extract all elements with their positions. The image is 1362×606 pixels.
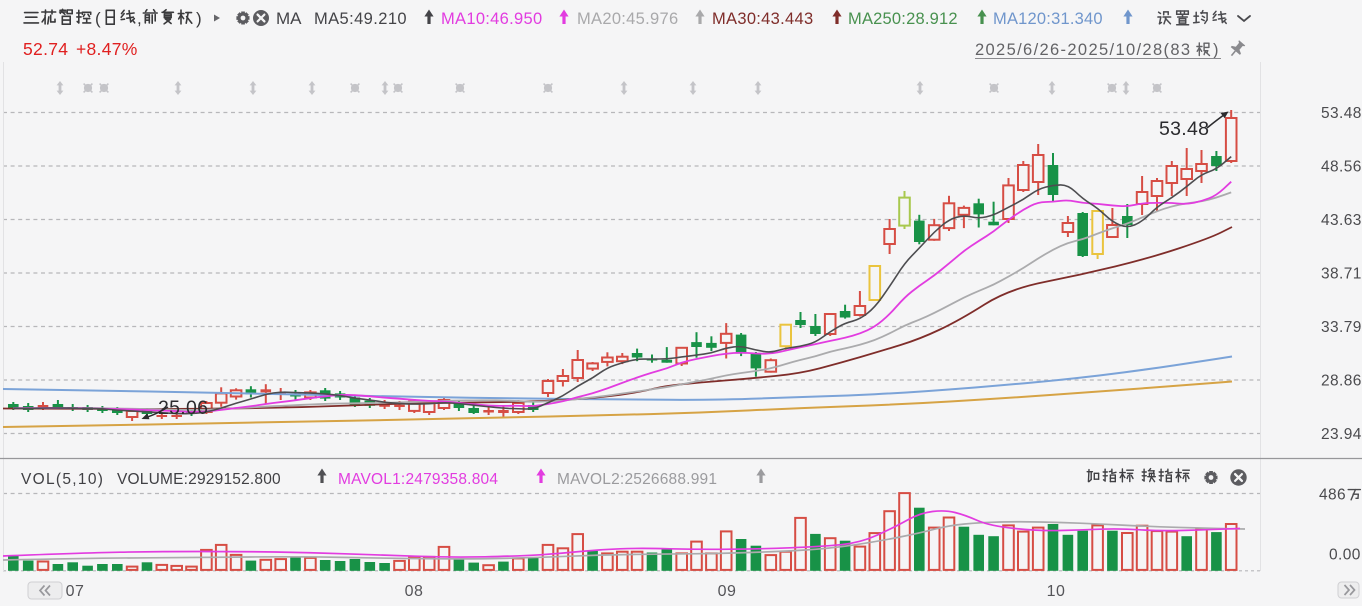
svg-text:VOL(5,10): VOL(5,10) xyxy=(21,471,104,488)
svg-text:10: 10 xyxy=(1047,583,1066,600)
svg-text:MA20:45.976: MA20:45.976 xyxy=(577,10,678,28)
svg-text:): ) xyxy=(196,9,202,28)
svg-text:33.79: 33.79 xyxy=(1321,319,1362,336)
svg-text:2025/6/26-2025/10/28(83: 2025/6/26-2025/10/28(83 xyxy=(975,41,1191,59)
svg-text:MA5:49.210: MA5:49.210 xyxy=(314,10,407,28)
svg-text:+8.47%: +8.47% xyxy=(76,39,138,59)
svg-text:23.94: 23.94 xyxy=(1321,426,1362,443)
svg-text:53.48: 53.48 xyxy=(1321,105,1362,122)
svg-text:09: 09 xyxy=(718,583,737,600)
svg-text:07: 07 xyxy=(66,583,85,600)
svg-text:25.06: 25.06 xyxy=(158,397,208,419)
svg-text:MA120:31.340: MA120:31.340 xyxy=(993,10,1103,28)
svg-text:VOLUME:2929152.800: VOLUME:2929152.800 xyxy=(117,471,281,488)
svg-text:43.63: 43.63 xyxy=(1321,212,1362,229)
svg-text:28.86: 28.86 xyxy=(1321,373,1362,390)
svg-text:MA250:28.912: MA250:28.912 xyxy=(848,10,958,28)
svg-text:486: 486 xyxy=(1319,487,1346,504)
svg-text:MA10:46.950: MA10:46.950 xyxy=(441,10,542,28)
svg-text:MAVOL1:2479358.804: MAVOL1:2479358.804 xyxy=(338,471,498,488)
svg-text:(: ( xyxy=(95,9,101,28)
svg-text:MAVOL2:2526688.991: MAVOL2:2526688.991 xyxy=(557,471,717,488)
svg-text:53.48: 53.48 xyxy=(1159,118,1209,140)
svg-text:,: , xyxy=(137,9,142,28)
svg-text:08: 08 xyxy=(405,583,424,600)
svg-text:48.56: 48.56 xyxy=(1321,159,1362,176)
svg-text:MA30:43.443: MA30:43.443 xyxy=(712,10,813,28)
svg-text:52.74: 52.74 xyxy=(23,39,68,59)
svg-text:MA: MA xyxy=(276,9,302,28)
svg-text:38.71: 38.71 xyxy=(1321,266,1362,283)
svg-text:): ) xyxy=(1213,41,1219,59)
svg-text:0.00: 0.00 xyxy=(1329,547,1361,564)
